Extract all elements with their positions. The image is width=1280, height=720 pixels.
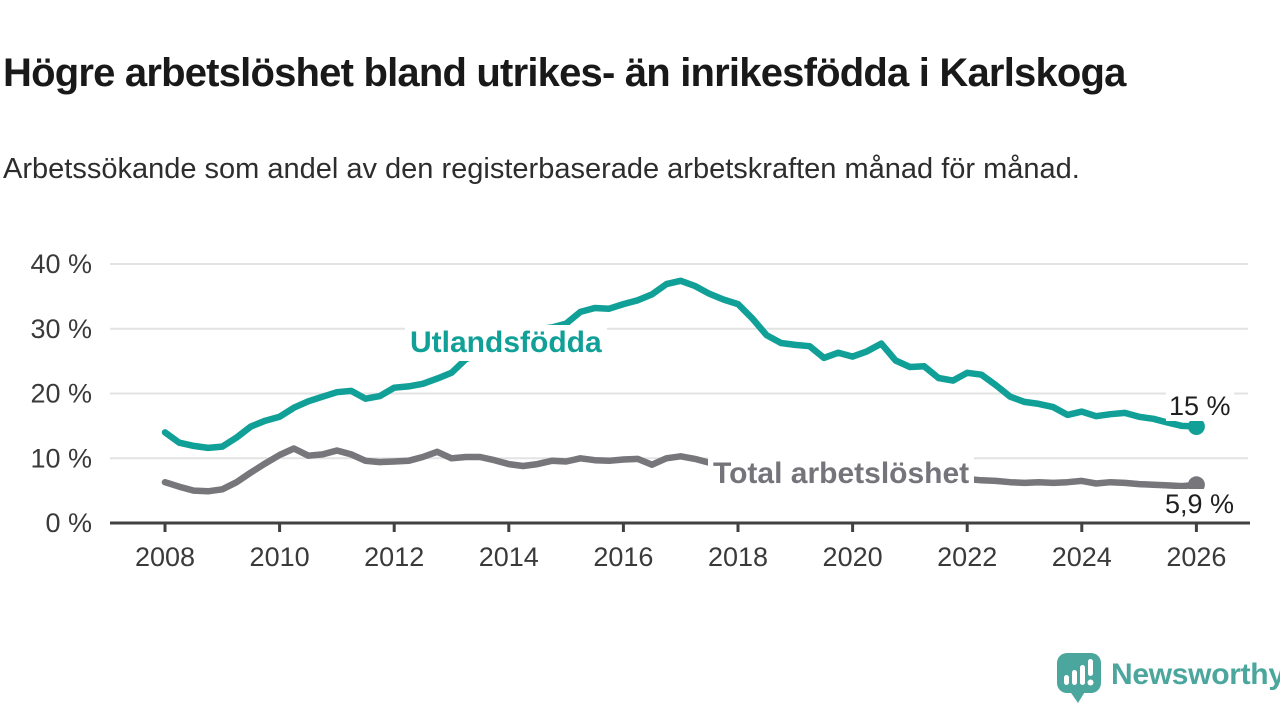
series-line-1 — [161, 445, 1200, 495]
newsworthy-logo-icon — [1057, 653, 1101, 703]
y-tick-label: 10 % — [30, 443, 92, 473]
x-tick-label: 2022 — [937, 542, 997, 572]
page-title: Högre arbetslöshet bland utrikes- än inr… — [3, 50, 1126, 95]
x-axis: 2008 2010 2012 2014 2016 2018 2020 2022 2024 2026 — [110, 521, 1250, 572]
series-end-dot-0 — [1187, 418, 1205, 436]
y-tick-label: 40 % — [30, 249, 92, 279]
series-label-utlandsfodda: Utlandsfödda — [405, 325, 607, 361]
newsworthy-logo-text: Newsworthy — [1111, 658, 1280, 691]
y-tick-label: 30 % — [30, 314, 92, 344]
x-tick-label: 2010 — [250, 542, 310, 572]
newsworthy-logo: Newsworthy — [1056, 652, 1280, 704]
x-tick-label: 2018 — [708, 542, 768, 572]
y-tick-label: 0 % — [45, 508, 92, 538]
x-tick-label: 2020 — [823, 542, 883, 572]
x-tick-label: 2016 — [593, 542, 653, 572]
series-lines — [161, 277, 1205, 495]
y-tick-label: 20 % — [30, 379, 92, 409]
x-tick-label: 2008 — [135, 542, 195, 572]
x-tick-label: 2012 — [364, 542, 424, 572]
x-tick-label: 2026 — [1166, 542, 1226, 572]
x-tick-label: 2024 — [1052, 542, 1112, 572]
y-axis: 0 % 10 % 20 % 30 % 40 % — [30, 249, 92, 538]
series-line-0 — [161, 277, 1200, 452]
x-tick-label: 2014 — [479, 542, 539, 572]
end-value-utlandsfodda: 15 % — [1166, 391, 1234, 422]
page-subtitle: Arbetssökande som andel av den registerb… — [3, 153, 1080, 185]
series-label-total-arbetsloshet: Total arbetslöshet — [708, 456, 975, 492]
end-value-total-arbetsloshet: 5,9 % — [1162, 489, 1238, 520]
gridlines — [110, 263, 1248, 460]
